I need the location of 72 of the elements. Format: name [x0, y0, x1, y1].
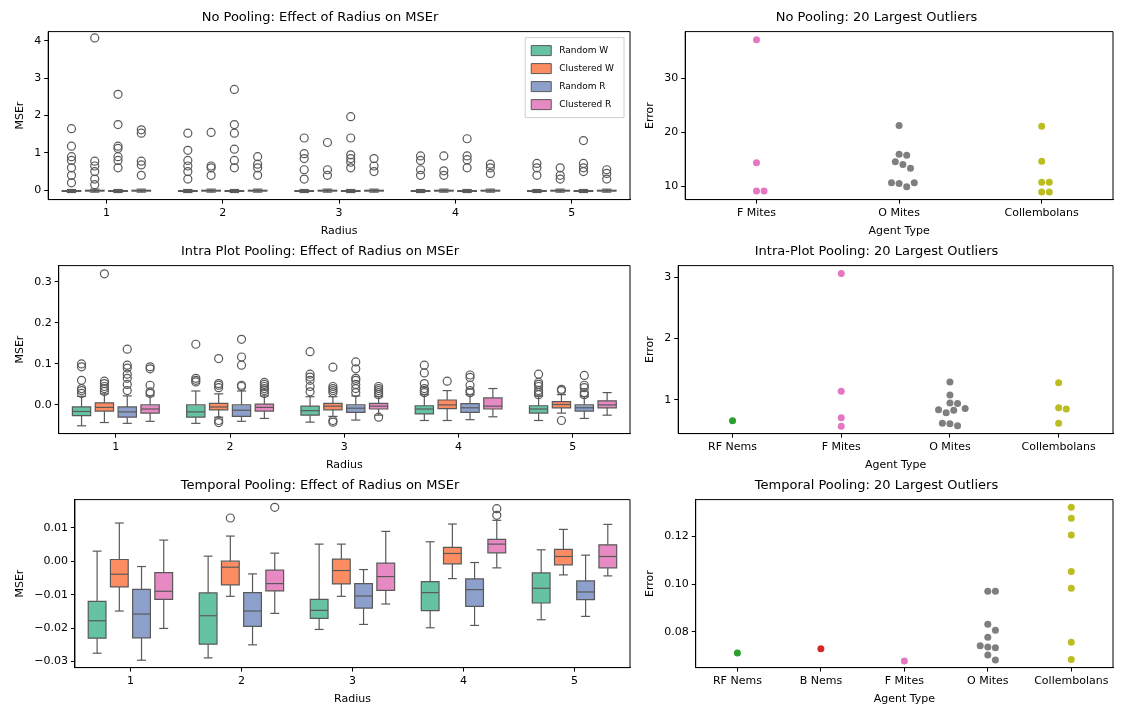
x-tick-label: 5 — [570, 674, 578, 688]
y-tick-label: 3 — [34, 71, 42, 85]
x-tick-label: O Mites — [878, 206, 921, 220]
chart-title: Intra-Plot Pooling: 20 Largest Outliers — [754, 243, 999, 259]
x-tick-label: RF Nems — [708, 440, 758, 454]
x-tick-label: RF Nems — [712, 674, 763, 688]
y-tick-label: 2 — [664, 331, 672, 345]
y-tick-label: 20 — [664, 124, 679, 138]
x-tick-label: 4 — [455, 440, 463, 454]
y-axis-title: Error — [643, 335, 657, 364]
y-tick-label: 0.2 — [34, 315, 52, 329]
y-tick-label: −0.03 — [34, 654, 68, 668]
y-tick-label: 10 — [664, 178, 679, 192]
x-tick-label: B Nems — [799, 674, 843, 688]
y-tick-label: 0 — [34, 183, 42, 197]
x-tick-label: F Mites — [821, 440, 862, 454]
x-tick-label: 2 — [237, 674, 245, 688]
chart-title: No Pooling: Effect of Radius on MSEr — [201, 9, 439, 25]
x-axis-title: Agent Type — [873, 692, 936, 706]
x-tick-label: 1 — [126, 674, 134, 688]
y-tick-label: −0.01 — [34, 587, 68, 601]
x-tick-label: 5 — [568, 206, 576, 220]
y-tick-label: 3 — [664, 270, 672, 284]
y-axis-title: MSEr — [13, 335, 27, 364]
y-tick-label: 1 — [34, 145, 42, 159]
y-tick-label: 2 — [34, 108, 42, 122]
y-axis-title: MSEr — [13, 101, 27, 130]
x-tick-label: 4 — [451, 206, 459, 220]
y-tick-label: 0.08 — [664, 624, 689, 638]
y-tick-label: 4 — [34, 33, 42, 47]
y-tick-label: 0.1 — [34, 356, 52, 370]
y-tick-label: 0.3 — [34, 274, 52, 288]
x-tick-label: 3 — [335, 206, 343, 220]
y-tick-label: 0.00 — [43, 554, 68, 568]
x-tick-label: Collembolans — [1004, 206, 1080, 220]
legend-label: Clustered W — [559, 62, 615, 73]
chart-title: Temporal Pooling: Effect of Radius on MSEr — [179, 477, 460, 493]
x-tick-label: Collembolans — [1034, 674, 1109, 688]
x-tick-label: F Mites — [884, 674, 925, 688]
y-tick-label: 0.01 — [43, 520, 68, 534]
y-tick-label: 1 — [664, 392, 672, 406]
x-tick-label: 3 — [348, 674, 356, 688]
x-axis-title: Radius — [320, 224, 358, 238]
x-axis-title: Agent Type — [868, 224, 930, 238]
y-axis-title: Error — [643, 569, 657, 598]
x-tick-label: O Mites — [967, 674, 1009, 688]
chart-title: Temporal Pooling: 20 Largest Outliers — [753, 477, 999, 493]
x-tick-label: 1 — [112, 440, 120, 454]
chart-title: Intra Plot Pooling: Effect of Radius on MSEr — [180, 243, 460, 259]
legend-label: Random W — [559, 44, 609, 55]
y-tick-label: −0.02 — [34, 620, 68, 634]
y-tick-label: 30 — [664, 70, 679, 84]
x-tick-label: O Mites — [929, 440, 971, 454]
chart-title: No Pooling: 20 Largest Outliers — [775, 9, 978, 25]
x-tick-label: 1 — [102, 206, 110, 220]
x-tick-label: 5 — [569, 440, 577, 454]
legend-label: Clustered R — [559, 98, 612, 109]
y-axis-title: Error — [643, 101, 657, 130]
x-tick-label: F Mites — [736, 206, 777, 220]
y-tick-label: 0.10 — [664, 576, 689, 590]
y-tick-label: 0.0 — [34, 397, 52, 411]
x-tick-label: 2 — [226, 440, 234, 454]
y-axis-title: MSEr — [13, 569, 27, 598]
y-tick-label: 0.12 — [664, 529, 689, 543]
x-tick-label: 4 — [459, 674, 467, 688]
x-axis-title: Radius — [334, 692, 372, 706]
legend-label: Random R — [559, 80, 606, 91]
x-tick-label: Collembolans — [1021, 440, 1097, 454]
x-tick-label: 3 — [340, 440, 348, 454]
x-axis-title: Radius — [325, 458, 364, 472]
x-tick-label: 2 — [219, 206, 227, 220]
x-axis-title: Agent Type — [864, 458, 927, 472]
